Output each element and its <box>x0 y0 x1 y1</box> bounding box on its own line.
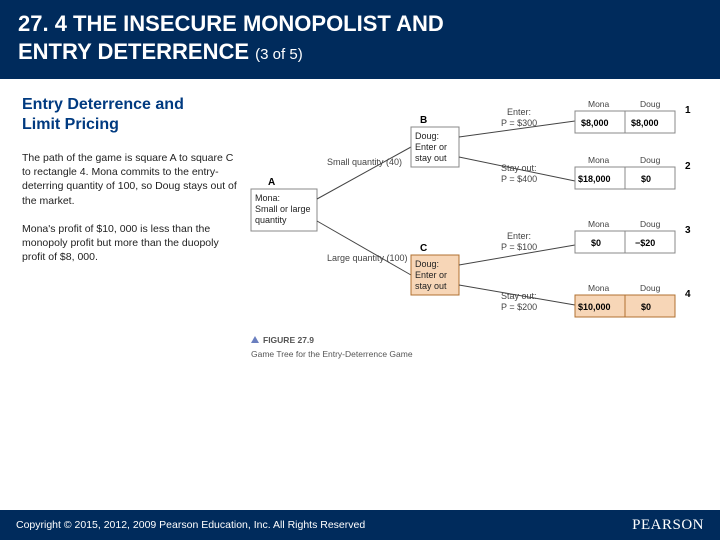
paragraph-1: The path of the game is square A to squa… <box>22 151 237 208</box>
nodeC-l3: stay out <box>415 281 447 291</box>
out2-mona: $18,000 <box>578 174 611 184</box>
out4-sub: P = $200 <box>501 302 537 312</box>
out2-txt: Stay out: <box>501 163 537 173</box>
pearson-logo: PEARSON <box>632 517 704 534</box>
nodeC-l1: Doug: <box>415 259 439 269</box>
out3-mona: $0 <box>591 238 601 248</box>
nodeA-letter: A <box>268 177 275 188</box>
out3-sub: P = $100 <box>501 242 537 252</box>
subheading: Entry Deterrence and Limit Pricing <box>22 95 237 135</box>
col-mona-4: Mona <box>588 283 610 293</box>
out2-doug: $0 <box>641 174 651 184</box>
out2-sub: P = $400 <box>501 174 537 184</box>
footer-bar: Copyright © 2015, 2012, 2009 Pearson Edu… <box>0 510 720 540</box>
col-doug-4: Doug <box>640 283 661 293</box>
title-bar: 27. 4 THE INSECURE MONOPOLIST AND ENTRY … <box>0 0 720 79</box>
out1-mona: $8,000 <box>581 118 609 128</box>
figure-caption: Game Tree for the Entry-Deterrence Game <box>251 349 413 359</box>
paragraph-2: Mona's profit of $10, 000 is less than t… <box>22 222 237 265</box>
out4-txt: Stay out: <box>501 291 537 301</box>
copyright-text: Copyright © 2015, 2012, 2009 Pearson Edu… <box>16 519 365 531</box>
nodeA-l3: quantity <box>255 215 287 225</box>
out3-num: 3 <box>685 225 691 236</box>
subheading-l1: Entry Deterrence and <box>22 96 184 113</box>
col-doug-3: Doug <box>640 219 661 229</box>
nodeB-l2: Enter or <box>415 142 447 152</box>
game-tree-diagram: A Mona: Small or large quantity Small qu… <box>245 99 705 389</box>
col-doug-1: Doug <box>640 99 661 109</box>
out1-doug: $8,000 <box>631 118 659 128</box>
nodeB-l3: stay out <box>415 153 447 163</box>
title-counter: (3 of 5) <box>255 46 303 63</box>
col-doug-2: Doug <box>640 155 661 165</box>
subheading-l2: Limit Pricing <box>22 116 119 133</box>
branch-large: Large quantity (100) <box>327 253 408 263</box>
col-mona-1: Mona <box>588 99 610 109</box>
out3-txt: Enter: <box>507 231 531 241</box>
out3-doug: −$20 <box>635 238 655 248</box>
content-area: Entry Deterrence and Limit Pricing The p… <box>0 79 720 389</box>
nodeB-l1: Doug: <box>415 131 439 141</box>
title-line1: 27. 4 THE INSECURE MONOPOLIST AND <box>18 11 444 36</box>
out4-doug: $0 <box>641 302 651 312</box>
figure-number: FIGURE 27.9 <box>263 335 314 345</box>
nodeA-l2: Small or large <box>255 204 311 214</box>
nodeB-letter: B <box>420 115 427 126</box>
nodeC-l2: Enter or <box>415 270 447 280</box>
out4-num: 4 <box>685 289 691 300</box>
slide-title: 27. 4 THE INSECURE MONOPOLIST AND ENTRY … <box>18 10 702 65</box>
out1-num: 1 <box>685 105 691 116</box>
out4-mona: $10,000 <box>578 302 611 312</box>
nodeC-letter: C <box>420 243 427 254</box>
col-mona-2: Mona <box>588 155 610 165</box>
out1-txt: Enter: <box>507 107 531 117</box>
out2-num: 2 <box>685 161 691 172</box>
col-mona-3: Mona <box>588 219 610 229</box>
text-column: Entry Deterrence and Limit Pricing The p… <box>22 95 237 389</box>
branch-small: Small quantity (40) <box>327 157 402 167</box>
figure-column: A Mona: Small or large quantity Small qu… <box>245 95 706 389</box>
title-line2: ENTRY DETERRENCE <box>18 39 249 64</box>
nodeA-l1: Mona: <box>255 193 280 203</box>
out1-sub: P = $300 <box>501 118 537 128</box>
